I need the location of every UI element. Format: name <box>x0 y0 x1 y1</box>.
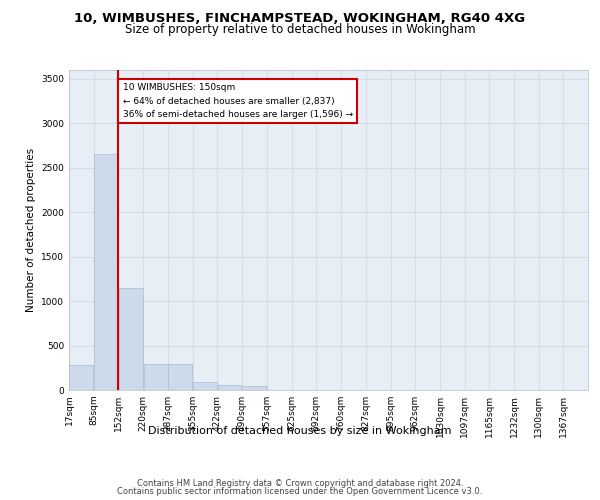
Text: Size of property relative to detached houses in Wokingham: Size of property relative to detached ho… <box>125 22 475 36</box>
Text: Distribution of detached houses by size in Wokingham: Distribution of detached houses by size … <box>148 426 452 436</box>
Bar <box>119 288 143 390</box>
Text: Contains HM Land Registry data © Crown copyright and database right 2024.: Contains HM Land Registry data © Crown c… <box>137 479 463 488</box>
Bar <box>168 364 192 390</box>
Bar <box>218 385 242 390</box>
Bar <box>242 386 266 390</box>
Bar <box>193 382 217 390</box>
Bar <box>69 365 93 390</box>
Y-axis label: Number of detached properties: Number of detached properties <box>26 148 35 312</box>
Text: 10, WIMBUSHES, FINCHAMPSTEAD, WOKINGHAM, RG40 4XG: 10, WIMBUSHES, FINCHAMPSTEAD, WOKINGHAM,… <box>74 12 526 26</box>
Text: Contains public sector information licensed under the Open Government Licence v3: Contains public sector information licen… <box>118 487 482 496</box>
Bar <box>143 364 167 390</box>
Bar <box>94 154 118 390</box>
Text: 10 WIMBUSHES: 150sqm
← 64% of detached houses are smaller (2,837)
36% of semi-de: 10 WIMBUSHES: 150sqm ← 64% of detached h… <box>123 84 353 119</box>
